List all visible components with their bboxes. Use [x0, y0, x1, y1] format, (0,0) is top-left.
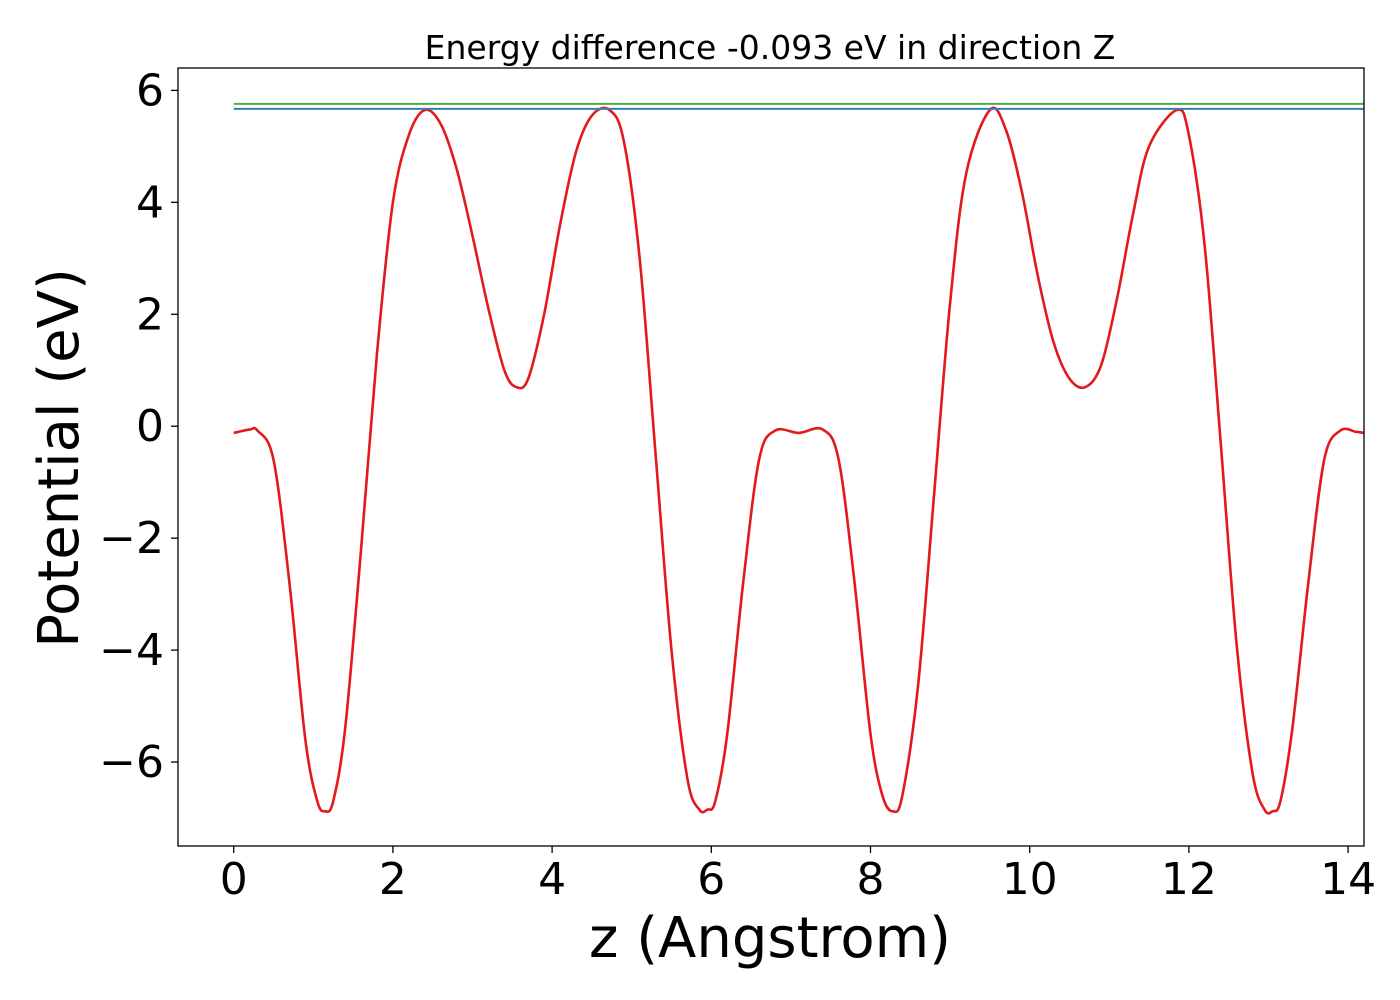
- y-tick-label: 6: [136, 65, 164, 116]
- chart-title: Energy difference -0.093 eV in direction…: [425, 28, 1116, 67]
- x-axis-label: z (Angstrom): [589, 906, 951, 971]
- x-tick-label: 12: [1161, 854, 1217, 905]
- y-tick-label: 0: [136, 401, 164, 452]
- y-tick-label: 2: [136, 289, 164, 340]
- y-tick-label: −6: [99, 737, 164, 788]
- x-tick-label: 14: [1320, 854, 1376, 905]
- x-tick-label: 10: [1002, 854, 1058, 905]
- x-tick-label: 4: [538, 854, 566, 905]
- x-tick-label: 2: [379, 854, 407, 905]
- potential-curve: [233, 106, 1365, 815]
- x-tick-label: 8: [856, 854, 884, 905]
- y-tick-label: 4: [136, 177, 164, 228]
- plot-frame: [177, 67, 1365, 847]
- y-tick-label: −4: [99, 625, 164, 676]
- x-axis-ticks: 0 2 4 6 8 10 12 14: [220, 846, 1376, 905]
- x-tick-label: 0: [220, 854, 248, 905]
- y-tick-label: −2: [99, 513, 164, 564]
- plot-series: [233, 102, 1365, 815]
- y-axis-ticks: 6 4 2 0 −2 −4 −6: [99, 65, 178, 788]
- x-tick-label: 6: [697, 854, 725, 905]
- y-axis-label: Potential (eV): [27, 268, 92, 648]
